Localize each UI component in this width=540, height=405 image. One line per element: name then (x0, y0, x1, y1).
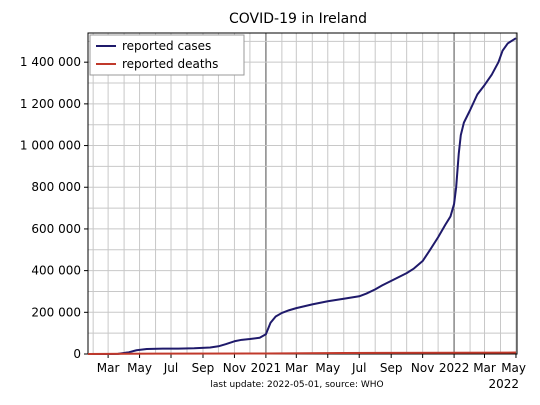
chart-title: COVID-19 in Ireland (229, 11, 367, 27)
x-tick-label: Nov (411, 361, 434, 375)
y-tick-label: 200 000 (31, 305, 81, 319)
legend-box (89, 34, 245, 76)
series-line-deaths (87, 351, 516, 355)
x-axis: Mar May Jul Sep Nov 2021 Mar May Jul Sep Nov 2022 Ma… (97, 354, 526, 391)
y-tick-label: 600 000 (31, 222, 81, 236)
x-tick-label: Jul (351, 361, 366, 375)
legend-label-deaths: reported deaths (122, 57, 218, 71)
x-tick-label: May (127, 361, 152, 375)
y-tick-label: 1 400 000 (20, 55, 81, 69)
y-tick-label: 0 (73, 347, 81, 361)
x-tick-label: 2022 (439, 361, 470, 375)
y-axis: 0 200 000 400 000 600 000 800 000 1 000 000 1 … (20, 55, 88, 361)
y-tick-label: 800 000 (31, 180, 81, 194)
x-tick-label: Nov (223, 361, 246, 375)
x-tick-label: Mar (285, 361, 308, 375)
x-tick-label: May (315, 361, 340, 375)
x-tick-label: Mar (473, 361, 496, 375)
series-layer (87, 37, 517, 355)
x-tick-label-year: 2022 (488, 377, 519, 391)
x-tick-label: Jul (163, 361, 178, 375)
y-tick-label: 1 200 000 (20, 97, 81, 111)
y-tick-label: 1 000 000 (20, 139, 81, 153)
chart-footer: last update: 2022-05-01, source: WHO (210, 380, 383, 390)
series-line-cases (88, 37, 517, 355)
x-tick-label: 2021 (251, 361, 282, 375)
y-tick-label: 400 000 (31, 264, 81, 278)
legend: reported cases reported deaths (89, 34, 245, 76)
x-tick-label: Sep (380, 361, 403, 375)
legend-label-cases: reported cases (122, 39, 211, 53)
x-tick-label: May (501, 361, 526, 375)
x-tick-label: Mar (97, 361, 120, 375)
x-tick-label: Sep (192, 361, 215, 375)
